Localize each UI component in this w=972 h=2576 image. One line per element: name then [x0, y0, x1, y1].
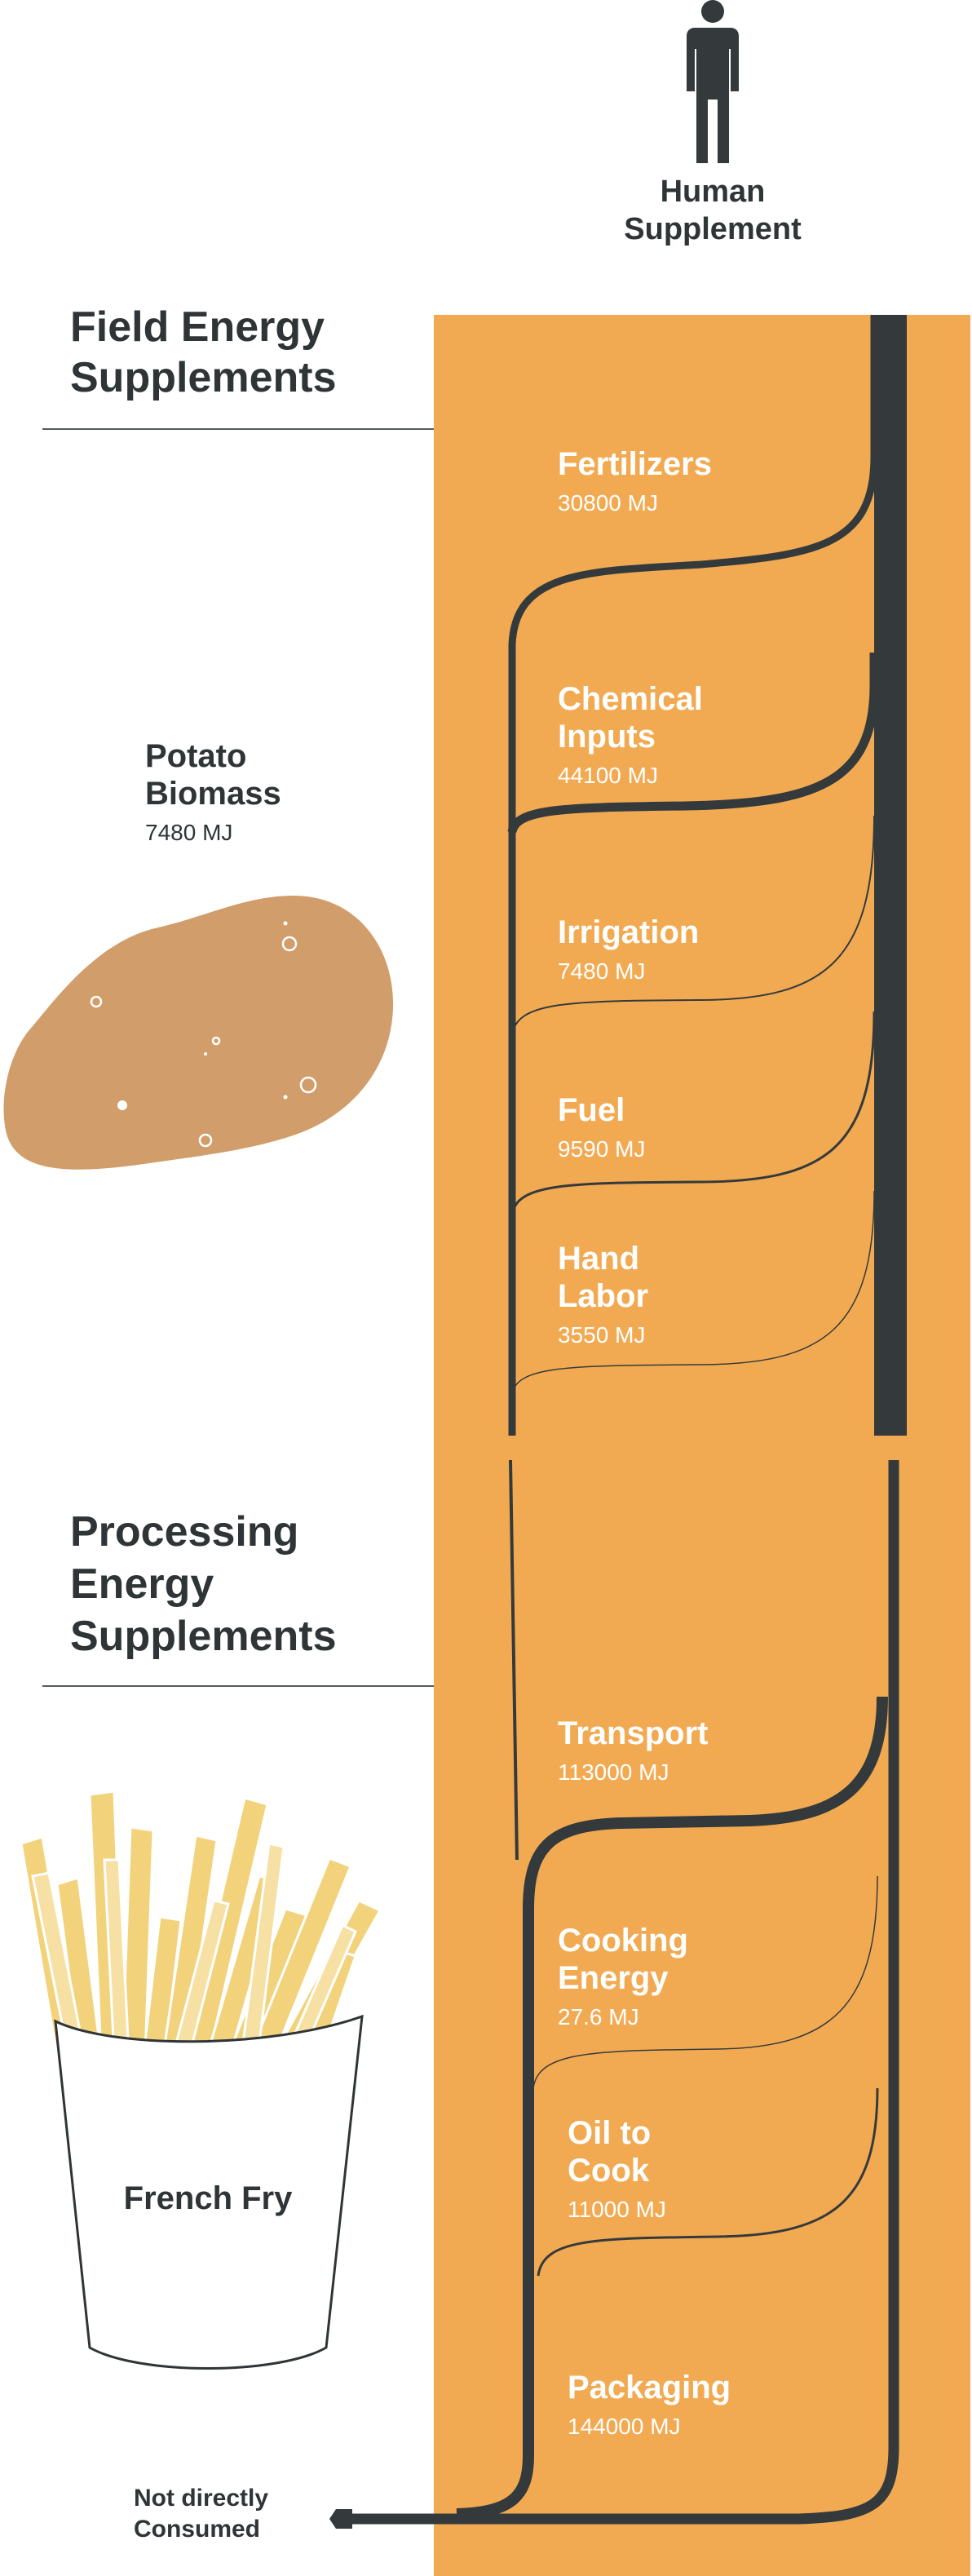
output-arrow: [329, 2509, 352, 2529]
fry-cup: [54, 2014, 364, 2370]
field-title-line2: Supplements: [70, 354, 337, 401]
field-to-processing-link: [509, 1459, 519, 1861]
processing-title-line3: Supplements: [70, 1613, 337, 1660]
potato-biomass-label: Potato Biomass 7480 MJ: [145, 737, 373, 847]
human-label-line1: Human: [660, 175, 766, 209]
footer-line2: Consumed: [134, 2516, 261, 2543]
processing-section-title: Processing Energy Supplements: [70, 1506, 429, 1662]
oil-to-cook-flow: [537, 2087, 879, 2277]
processing-flows: [329, 1459, 899, 2529]
node-name: Transport: [558, 1715, 709, 1751]
field-title-line1: Field Energy: [70, 303, 325, 351]
processing-title-line2: Energy: [70, 1560, 214, 1608]
french-fry-label: French Fry: [123, 2180, 293, 2216]
fuel-flow: [510, 1011, 876, 1216]
field-flows: [507, 315, 907, 1436]
node-value: 9590 MJ: [558, 1136, 646, 1162]
irrigation-flow: [511, 815, 875, 1037]
node-value: 113000 MJ: [558, 1759, 669, 1785]
human-label-line2: Supplement: [624, 212, 802, 246]
potato-value: 7480 MJ: [145, 820, 233, 845]
processing-title-line1: Processing: [70, 1508, 299, 1556]
field-section-title: Field Energy Supplements: [70, 302, 429, 403]
node-name-line2: Inputs: [558, 719, 656, 755]
node-name: Packaging: [568, 2370, 731, 2406]
node-name-line2: Cook: [568, 2153, 649, 2189]
potato-icon: [3, 896, 394, 1170]
node-value: 44100 MJ: [558, 763, 658, 788]
processing-divider: [42, 1685, 434, 1687]
node-packaging: Packaging 144000 MJ: [568, 2369, 877, 2441]
node-value: 30800 MJ: [558, 490, 658, 516]
node-name-line2: Labor: [558, 1278, 649, 1314]
node-hand-labor: Hand Labor 3550 MJ: [558, 1240, 851, 1349]
node-name: Irrigation: [558, 914, 700, 950]
node-oil-to-cook: Oil to Cook 11000 MJ: [568, 2114, 877, 2224]
node-name: Hand: [558, 1241, 639, 1277]
node-chemical-inputs: Chemical Inputs 44100 MJ: [558, 680, 851, 790]
footer-line1: Not directly: [134, 2485, 269, 2512]
node-value: 27.6 MJ: [558, 2004, 639, 2029]
node-name: Fuel: [558, 1092, 625, 1128]
node-name: Oil to: [568, 2115, 652, 2151]
node-transport: Transport 113000 MJ: [558, 1715, 868, 1786]
node-value: 3550 MJ: [558, 1322, 646, 1348]
packaging-flow: [341, 1460, 899, 2525]
hand-labor-flow: [511, 1190, 875, 1396]
field-divider: [42, 428, 434, 430]
not-directly-consumed-label: Not directly Consumed: [134, 2483, 329, 2545]
node-name: Cooking: [558, 1923, 688, 1959]
node-name: Chemical: [558, 681, 703, 717]
node-value: 7480 MJ: [558, 958, 646, 984]
fertilizers-flow: [508, 315, 878, 1436]
node-fertilizers: Fertilizers 30800 MJ: [558, 445, 851, 517]
person-icon: [687, 0, 739, 163]
transport-flow: [456, 1696, 888, 2520]
node-name-line2: Energy: [558, 1960, 669, 1996]
node-fuel: Fuel 9590 MJ: [558, 1091, 851, 1163]
potato-name-line1: Potato: [145, 738, 247, 774]
chemical-inputs-flow: [507, 653, 879, 834]
node-value: 144000 MJ: [568, 2414, 681, 2439]
node-cooking-energy: Cooking Energy 27.6 MJ: [558, 1922, 868, 2031]
node-irrigation: Irrigation 7480 MJ: [558, 914, 851, 985]
human-supplement-label: Human Supplement: [599, 173, 827, 248]
node-value: 11000 MJ: [568, 2197, 666, 2222]
node-name: Fertilizers: [558, 446, 712, 482]
human-main-trunk-field: [874, 315, 907, 1436]
french-fries-icon: [20, 1790, 382, 2370]
potato-name-line2: Biomass: [145, 776, 281, 812]
cooking-energy-flow: [532, 1875, 878, 2089]
